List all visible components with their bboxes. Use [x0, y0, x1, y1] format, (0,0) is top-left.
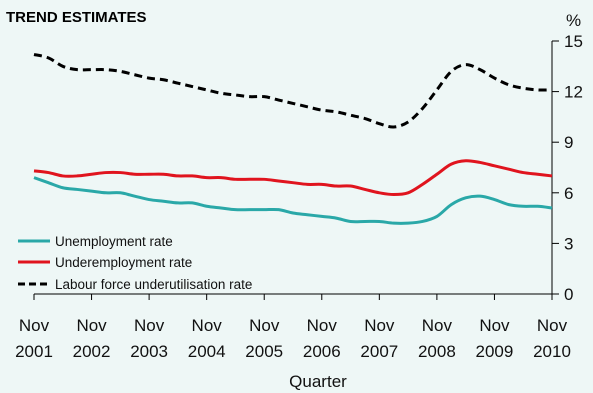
- x-tick-label-month: Nov: [76, 316, 107, 335]
- x-tick-label-month: Nov: [479, 316, 510, 335]
- y-tick-label: 9: [564, 133, 573, 152]
- legend-label-underemployment: Underemployment rate: [55, 255, 192, 270]
- series-line-unemployment: [33, 176, 553, 225]
- x-tick-label-year: 2008: [418, 342, 456, 361]
- y-tick-label: 15: [564, 32, 583, 51]
- x-axis-label: Quarter: [289, 372, 347, 391]
- x-tick-label-month: Nov: [364, 316, 395, 335]
- x-tick-label-year: 2002: [73, 342, 111, 361]
- x-tick-label-month: Nov: [422, 316, 453, 335]
- x-tick-label-year: 2006: [303, 342, 341, 361]
- chart-title: TREND ESTIMATES: [6, 9, 147, 26]
- x-tick-label-month: Nov: [537, 316, 568, 335]
- y-tick-label: 0: [564, 285, 573, 304]
- x-tick-label-year: 2005: [245, 342, 283, 361]
- x-tick-label-month: Nov: [192, 316, 223, 335]
- x-tick-label-year: 2007: [360, 342, 398, 361]
- x-tick-label-month: Nov: [19, 316, 50, 335]
- y-axis-unit-label: %: [566, 11, 581, 30]
- x-tick-label-year: 2003: [130, 342, 168, 361]
- y-tick-label: 12: [564, 83, 583, 102]
- x-tick-label-month: Nov: [134, 316, 165, 335]
- y-axis-ticks: 0 3 6 9 12 15: [552, 32, 583, 304]
- x-tick-label-year: 2004: [188, 342, 226, 361]
- x-tick-label-year: 2001: [15, 342, 53, 361]
- y-tick-label: 6: [564, 184, 573, 203]
- x-tick-label-month: Nov: [307, 316, 338, 335]
- x-tick-label-year: 2010: [533, 342, 571, 361]
- series-line-underemployment: [33, 159, 553, 196]
- legend-label-underutilisation: Labour force underutilisation rate: [55, 277, 252, 292]
- legend-label-unemployment: Unemployment rate: [55, 234, 173, 249]
- series-line-underutilisation: [33, 53, 553, 129]
- x-tick-label-year: 2009: [476, 342, 514, 361]
- series-lines: [33, 53, 553, 225]
- y-tick-label: 3: [564, 234, 573, 253]
- x-axis-ticks: Nov 2001 Nov 2002 Nov 2003 Nov 2004 Nov 2005 Nov 20…: [15, 294, 571, 361]
- legend: Unemployment rate Underemployment rate L…: [18, 234, 252, 292]
- x-tick-label-month: Nov: [249, 316, 280, 335]
